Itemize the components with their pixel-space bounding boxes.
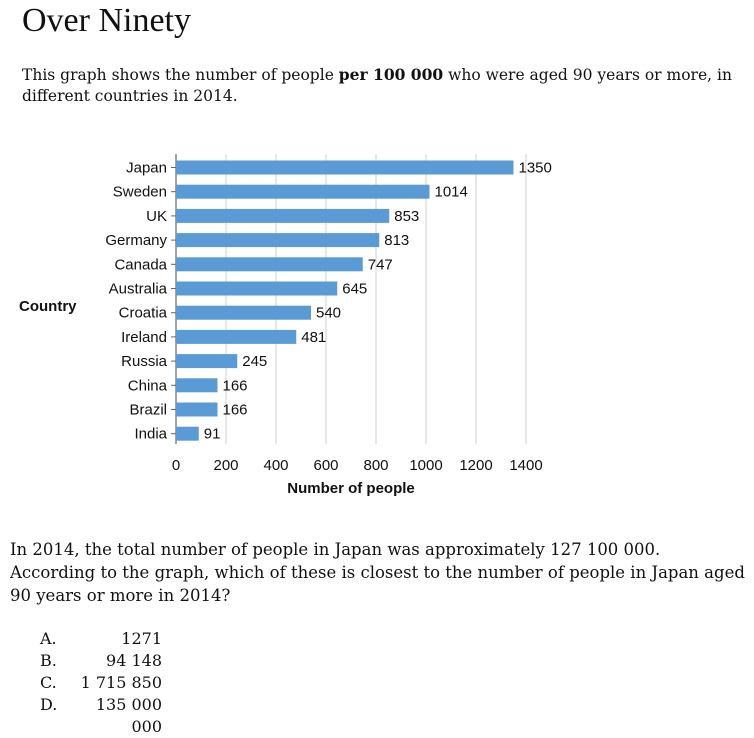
bar — [176, 160, 514, 175]
bar — [176, 329, 297, 344]
x-tick-label: 600 — [313, 457, 338, 474]
bar — [176, 354, 238, 369]
value-label: 166 — [223, 402, 248, 419]
category-label: UK — [146, 208, 167, 225]
option-value: 1 715 850 — [80, 673, 162, 692]
value-label: 481 — [301, 329, 326, 346]
answer-option[interactable]: C. 1 715 850 — [40, 672, 162, 694]
value-label: 245 — [242, 353, 267, 370]
x-tick-label: 400 — [263, 457, 288, 474]
value-label: 747 — [368, 256, 393, 273]
x-tick-label: 1400 — [509, 457, 542, 474]
y-axis-title: Country — [19, 298, 77, 315]
category-label: India — [134, 426, 167, 443]
category-label: Japan — [126, 160, 167, 177]
x-axis-title: Number of people — [287, 480, 415, 497]
option-letter: D. — [40, 695, 58, 714]
category-label: Russia — [121, 353, 168, 370]
category-label: China — [128, 377, 168, 394]
bar — [176, 281, 338, 296]
page-title: Over Ninety — [22, 2, 192, 39]
category-label: Germany — [105, 232, 167, 249]
value-label: 813 — [384, 232, 409, 249]
category-label: Sweden — [113, 184, 167, 201]
intro-text-start: This graph shows the number of people — [22, 66, 339, 84]
bar — [176, 208, 390, 223]
option-letter: C. — [40, 673, 57, 692]
option-value: 135 000 000 — [95, 695, 162, 736]
category-label: Canada — [114, 256, 167, 273]
option-letter: B. — [40, 651, 57, 670]
answer-option[interactable]: D. 135 000 000 — [40, 694, 162, 738]
value-label: 166 — [223, 377, 248, 394]
bar — [176, 257, 363, 272]
option-value: 94 148 — [106, 651, 162, 670]
intro-text: This graph shows the number of people pe… — [22, 64, 742, 107]
x-tick-label: 800 — [363, 457, 388, 474]
bar — [176, 378, 218, 393]
value-label: 1014 — [435, 184, 468, 201]
bar — [176, 426, 199, 441]
bar — [176, 305, 311, 320]
question-text: In 2014, the total number of people in J… — [10, 540, 745, 605]
bar — [176, 402, 218, 417]
x-tick-label: 200 — [213, 457, 238, 474]
value-label: 540 — [316, 305, 341, 322]
answer-option[interactable]: A. 1271 — [40, 628, 162, 650]
answer-option[interactable]: B. 94 148 — [40, 650, 162, 672]
bar-chart: Japan 1350 Sweden 1014 UK 853 Germany 813 Canada… — [19, 154, 552, 497]
bar — [176, 184, 430, 199]
value-label: 645 — [342, 281, 367, 298]
category-label: Brazil — [129, 402, 167, 419]
x-tick-label: 1000 — [409, 457, 442, 474]
value-label: 853 — [394, 208, 419, 225]
value-label: 1350 — [519, 160, 552, 177]
bar — [176, 233, 380, 248]
category-label: Ireland — [121, 329, 167, 346]
category-label: Australia — [109, 281, 168, 298]
x-tick-label: 0 — [172, 457, 180, 474]
category-label: Croatia — [119, 305, 168, 322]
option-letter: A. — [40, 629, 57, 648]
option-value: 1271 — [121, 629, 162, 648]
answer-options: A. 1271 B. 94 148 C. 1 715 850 D. 135 000 000 — [40, 628, 162, 738]
intro-text-end: who were aged 90 years or more, in diffe… — [22, 66, 732, 105]
intro-text-bold: per 100 000 — [338, 65, 444, 84]
x-tick-label: 1200 — [459, 457, 492, 474]
value-label: 91 — [204, 426, 221, 443]
